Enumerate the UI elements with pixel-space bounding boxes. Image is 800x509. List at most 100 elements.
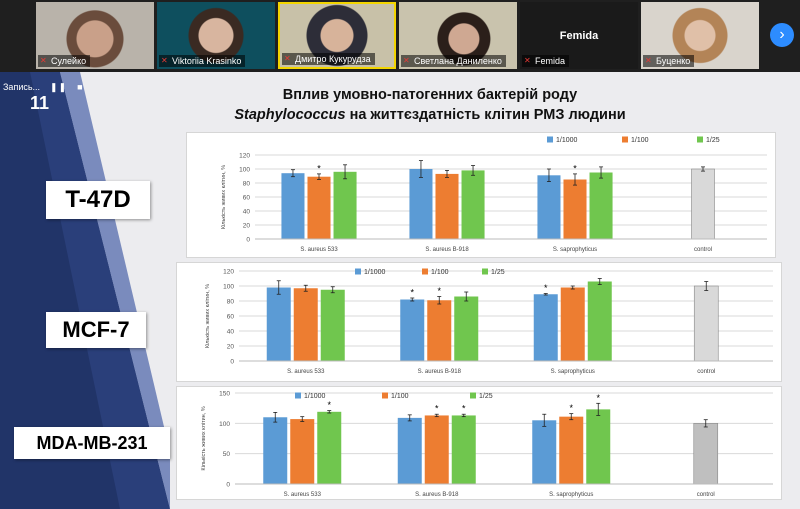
legend-swatch (470, 392, 476, 399)
x-tick-label: S. aureus B-918 (418, 369, 462, 375)
x-tick-label: S. aureus B-918 (415, 492, 459, 498)
x-tick-label: S. saprophyticus (551, 369, 595, 375)
legend-swatch (697, 136, 703, 143)
participant-tile-active-speaker[interactable]: ✕ Дмитро Кукурудза (278, 2, 396, 69)
chevron-right-icon[interactable]: › (770, 23, 794, 47)
y-tick-label: 120 (239, 153, 250, 160)
significance-star: * (437, 286, 441, 296)
data-bar (409, 169, 433, 239)
legend-swatch (355, 268, 361, 275)
chart-panel-t47d: 0 20 40 60 80 100 120 Кількість живих клітин, %… (186, 132, 776, 258)
y-tick-label: 0 (230, 359, 234, 366)
legend-label: 1/100 (631, 137, 649, 144)
data-bar (560, 287, 585, 361)
data-bar (290, 419, 315, 484)
data-bar (281, 173, 305, 239)
data-bar (333, 171, 357, 239)
data-bar (559, 416, 584, 484)
participant-tile[interactable]: ✕ Сулейко (36, 2, 154, 69)
y-tick-label: 20 (227, 344, 235, 351)
participant-name: ✕ Светлана Даниленко (401, 55, 506, 67)
significance-star: * (544, 283, 548, 293)
data-bar (693, 423, 719, 485)
legend-label: 1/25 (491, 269, 505, 276)
significance-star: * (327, 400, 331, 410)
chart-panel-mcf7: 0 20 40 60 80 100 120 Кількість живих клітин, %… (176, 262, 782, 382)
data-bar (461, 170, 485, 239)
y-tick-label: 20 (243, 223, 251, 230)
cell-line-label: MDA-MB-231 (14, 427, 170, 459)
y-tick-label: 60 (227, 314, 235, 321)
y-axis-label: Кількість живих клітин, % (205, 284, 211, 348)
x-tick-label: control (697, 369, 715, 375)
slide-number: 11 (30, 93, 50, 113)
legend-swatch (422, 268, 428, 275)
slide-title-rest: на життєздатність клітин РМЗ людини (345, 107, 626, 123)
data-bar (537, 175, 561, 239)
participant-tile[interactable]: ✕ Буценко (641, 2, 759, 69)
y-axis-label: Кількість живих клітин, % (221, 165, 227, 229)
data-bar (424, 415, 449, 484)
legend-swatch (295, 392, 301, 399)
significance-star: * (410, 288, 414, 298)
data-bar (587, 281, 612, 361)
legend-label: 1/1000 (556, 137, 578, 144)
data-bar (320, 289, 345, 361)
legend-label: 1/1000 (364, 269, 386, 276)
legend-label: 1/1000 (304, 393, 326, 400)
x-tick-label: control (697, 492, 715, 498)
data-bar (307, 176, 331, 239)
participant-video-off-label: Femida (559, 30, 599, 42)
significance-star: * (435, 404, 439, 414)
participant-tile[interactable]: ✕ Светлана Даниленко (399, 2, 517, 69)
significance-star: * (596, 393, 600, 403)
participant-tile[interactable]: Femida ✕ Femida (520, 2, 638, 69)
data-bar (263, 417, 288, 484)
y-tick-label: 60 (243, 195, 251, 202)
data-bar (533, 294, 558, 361)
y-tick-label: 120 (223, 269, 234, 276)
cell-line-label: MCF-7 (46, 312, 146, 348)
y-tick-label: 80 (227, 299, 235, 306)
bar-chart: 0 50 100 150 Кількість живих клітин, % 1/1000… (201, 391, 773, 498)
y-tick-label: 150 (219, 391, 230, 398)
y-tick-label: 100 (219, 421, 230, 428)
data-bar (317, 411, 342, 484)
legend-swatch (547, 136, 553, 143)
x-tick-label: S. aureus 533 (300, 247, 338, 253)
data-bar (266, 287, 291, 361)
legend-swatch (482, 268, 488, 275)
x-tick-label: S. saprophyticus (549, 492, 593, 498)
cell-line-label: T-47D (46, 181, 150, 219)
slide-title-genus: Staphylococcus (234, 107, 346, 123)
muted-mic-icon: ✕ (403, 56, 410, 65)
y-tick-label: 0 (246, 237, 250, 244)
x-tick-label: S. aureus 533 (284, 492, 322, 498)
data-bar (586, 409, 611, 484)
slide-title-line1: Вплив умовно-патогенних бактерій роду (282, 87, 578, 103)
y-tick-label: 40 (227, 329, 235, 336)
significance-star: * (569, 403, 573, 413)
slide-sidebar-decoration (0, 72, 170, 509)
stop-icon[interactable]: ■ (77, 82, 84, 92)
data-bar (293, 288, 318, 361)
data-bar (451, 415, 476, 484)
participant-tile[interactable]: ✕ Viktoriia Krasinko (157, 2, 275, 69)
participant-name: ✕ Сулейко (38, 55, 91, 67)
pause-icon[interactable]: ❚❚ (50, 81, 68, 92)
muted-mic-icon: ✕ (524, 56, 531, 65)
x-tick-label: S. saprophyticus (553, 247, 597, 253)
x-tick-label: S. aureus 533 (287, 369, 325, 375)
recording-indicator[interactable]: Запись... ❚❚ ■ (0, 80, 120, 94)
data-bar (563, 179, 587, 239)
participant-name: ✕ Viktoriia Krasinko (159, 55, 246, 67)
y-tick-label: 100 (239, 167, 250, 174)
participant-strip: ✕ Сулейко ✕ Viktoriia Krasinko ✕ Дмитро Кук… (0, 0, 800, 72)
data-bar (427, 300, 452, 361)
y-tick-label: 40 (243, 209, 251, 216)
slide-title-line2: Staphylococcus на життєздатність клітин … (170, 107, 690, 123)
data-bar (693, 285, 719, 362)
data-bar (532, 420, 557, 484)
muted-mic-icon: ✕ (645, 56, 652, 65)
legend-swatch (382, 392, 388, 399)
